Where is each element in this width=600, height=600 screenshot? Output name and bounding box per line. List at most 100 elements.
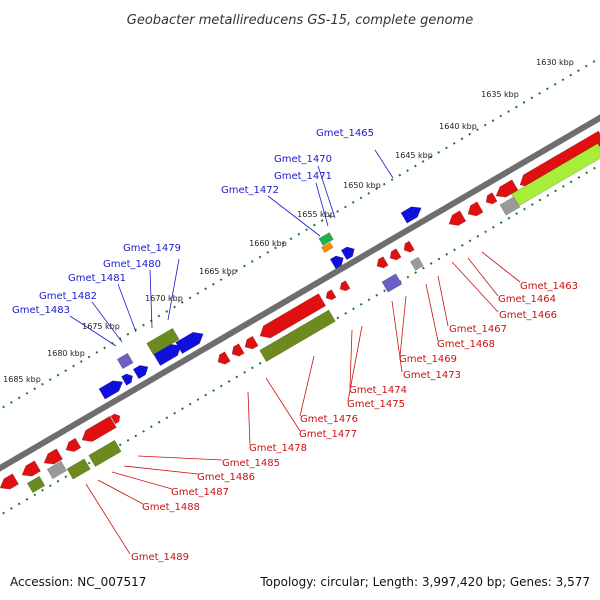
kbp-tick-label: 1650 kbp [343,181,381,190]
reverse-gene-label: Gmet_1473 [403,370,461,381]
reverse-gene-label: Gmet_1475 [347,399,405,410]
forward-label-leader [69,315,117,347]
reverse-gene-label: Gmet_1485 [222,458,280,469]
forward-gene-label: Gmet_1480 [103,259,161,270]
reverse-gene-box [88,439,122,468]
reverse-gene [217,351,231,365]
reverse-label-leader [111,471,173,490]
reverse-gene [448,210,467,226]
forward-gene-label: Gmet_1479 [123,243,181,254]
reverse-gene-label: Gmet_1478 [249,443,307,454]
forward-label-leader [374,149,394,179]
reverse-gene-label: Gmet_1486 [197,472,255,483]
kbp-tick-label: 1660 kbp [249,239,287,248]
pseudogene-box [46,460,67,480]
reverse-gene [81,415,117,442]
genome-backbone [0,114,600,472]
reverse-gene-label: Gmet_1463 [520,281,578,292]
reverse-gene-box [26,475,46,494]
kbp-tick-label: 1675 kbp [82,322,120,331]
forward-gene [153,343,182,367]
forward-gene-box [146,327,180,356]
reverse-gene [65,437,82,452]
reverse-label-leader [123,465,199,475]
forward-gene-label: Gmet_1471 [274,171,332,182]
kbp-tick-label: 1685 kbp [3,375,41,384]
kbp-tick-label: 1655 kbp [297,210,335,219]
forward-gene [110,413,121,425]
reverse-label-leader [437,275,449,327]
forward-gene-label: Gmet_1465 [316,128,374,139]
reverse-gene-label: Gmet_1474 [349,385,407,396]
reverse-label-leader [391,300,403,373]
reverse-label-leader [247,391,251,446]
reverse-gene-label: Gmet_1464 [498,294,556,305]
reverse-label-leader [349,329,353,388]
reverse-gene [389,248,402,261]
forward-gene [400,206,422,224]
kbp-tick-label: 1680 kbp [47,349,85,358]
forward-label-leader [317,165,336,219]
reverse-label-leader [451,261,499,313]
reverse-label-leader [299,355,315,417]
reverse-label-leader [481,251,521,283]
forward-label-leader [315,182,329,227]
reverse-gene [339,280,351,292]
forward-gene-label: Gmet_1472 [221,185,279,196]
label-leader-lines [69,149,521,555]
pseudogene-box [410,256,424,271]
pseudogene-box [499,196,521,216]
forward-gene [175,331,204,355]
kbp-tick-label: 1665 kbp [199,267,237,276]
reverse-gene-label: Gmet_1488 [142,502,200,513]
reverse-gene-label: Gmet_1469 [399,354,457,365]
reverse-gene [485,192,498,205]
reverse-gene-label: Gmet_1489 [131,552,189,563]
reverse-gene-box [259,309,336,363]
reverse-label-leader [265,377,301,432]
accession-text: Accession: NC_007517 [10,575,146,589]
reverse-gene [325,289,337,301]
genome-summary-text: Topology: circular; Length: 3,997,420 bp… [259,575,590,589]
forward-gene-box [321,241,334,254]
reverse-label-leader [97,479,144,505]
reverse-gene [495,179,519,198]
reverse-gene-box [66,458,91,480]
forward-gene [121,373,133,386]
reverse-gene-label: Gmet_1477 [299,429,357,440]
reverse-gene-box [381,273,403,293]
kbp-tick-label: 1630 kbp [536,58,574,67]
forward-gene [340,246,355,261]
reverse-gene [259,293,327,339]
forward-gene-label: Gmet_1470 [274,154,332,165]
forward-gene-box [116,352,134,370]
reverse-gene-label: Gmet_1467 [449,324,507,335]
reverse-gene [0,473,19,490]
forward-gene [98,380,124,400]
forward-label-leader [149,269,153,329]
reverse-label-leader [467,257,499,297]
forward-gene [132,365,149,380]
reverse-gene [244,335,259,350]
kbp-tick-label: 1645 kbp [395,151,433,160]
reverse-gene-label: Gmet_1487 [171,487,229,498]
reverse-gene [231,343,245,357]
forward-label-leader [167,258,180,321]
outer-tick-track [0,57,600,411]
kbp-tick-label: 1635 kbp [481,90,519,99]
forward-gene-box [318,232,334,246]
reverse-gene [376,256,389,269]
forward-gene-label: Gmet_1481 [68,273,126,284]
reverse-label-leader [347,325,363,402]
kbp-tick-label: 1640 kbp [439,122,477,131]
reverse-gene [467,201,484,217]
reverse-gene-label: Gmet_1468 [437,339,495,350]
reverse-label-leader [399,295,407,357]
tracks: 1630 kbp 1635 kbp 1640 kbp 1645 kbp 1650 kbp… [0,57,600,517]
map-title: Geobacter metallireducens GS-15, complet… [127,13,473,28]
forward-gene-label: Gmet_1483 [12,305,70,316]
reverse-gene [21,460,41,477]
reverse-label-leader [137,455,223,461]
